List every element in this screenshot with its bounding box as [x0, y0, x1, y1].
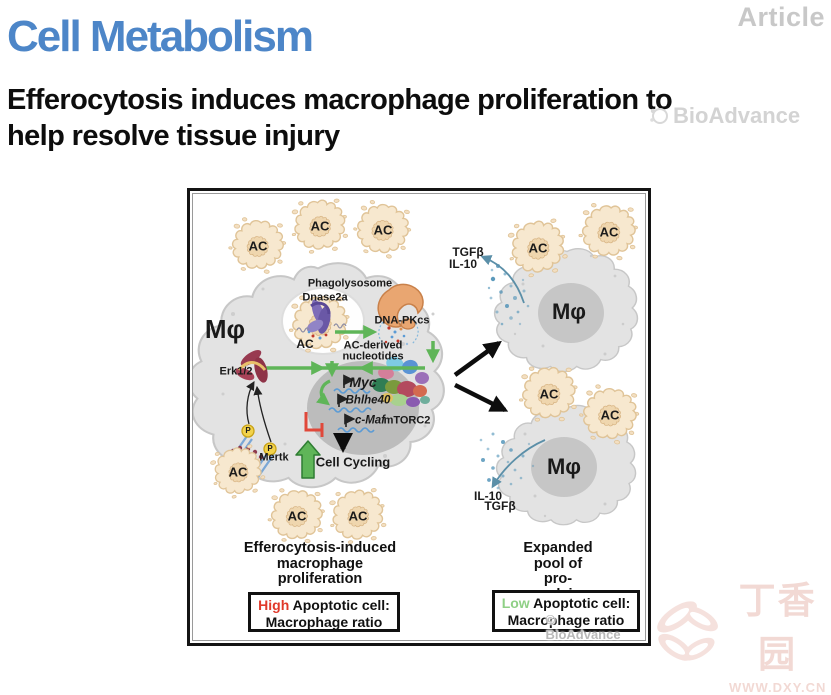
- il10-label-bottom: IL-10: [473, 489, 503, 503]
- cmaf-inhibition-symbol: [304, 412, 324, 437]
- myc-gene-label: Myc: [349, 374, 377, 390]
- dxy-name: 丁香园: [738, 580, 817, 675]
- low-word: Low: [501, 595, 530, 611]
- erk-protein: [235, 349, 268, 383]
- mtorc2-label: mTORC2: [383, 414, 431, 427]
- phospho-circle-2: [263, 442, 277, 456]
- gene-activation-arrow: [315, 379, 331, 406]
- graphical-abstract: Mφ AC AC AC AC AC AC AC AC AC AC AC Phag…: [187, 188, 651, 646]
- ac-derived-label-2: nucleotides: [342, 350, 404, 363]
- mertk-label: Mertk: [259, 451, 289, 464]
- dna-pkcs-protein: [377, 283, 424, 346]
- dnase2a-protein: [306, 299, 331, 334]
- secretion-arrow-top: [480, 255, 525, 304]
- caption-right-line1: Expanded pool of: [523, 540, 593, 572]
- cmaf-promoter-arrow: [344, 413, 356, 427]
- bioadvance-figure-watermark: © BioAdvance: [545, 612, 621, 642]
- ac-cell-label: AC: [348, 508, 368, 524]
- dna-squiggle-right: [333, 323, 347, 329]
- figure-drawing: [193, 194, 645, 640]
- macrophage-main: [193, 262, 445, 489]
- dxy-watermark: 丁香园 WWW.DXY.CN: [652, 570, 830, 695]
- ac-cell-label: AC: [528, 240, 548, 256]
- caption-left-line2: macrophage: [276, 555, 364, 572]
- proliferation-arrow-top: [453, 340, 502, 377]
- il10-label-top: IL-10: [448, 257, 478, 271]
- bhlhe40-promoter-arrow: [337, 393, 349, 407]
- ac-cell-label: AC: [287, 508, 307, 524]
- cytokine-dots-bottom: [479, 432, 535, 490]
- phospho-label-1: P: [245, 426, 251, 435]
- erk-label: Erk1/2: [219, 365, 253, 378]
- dxy-clover-icon: [657, 600, 718, 661]
- tgfb-label-top: TGFβ: [452, 245, 484, 259]
- gene-dna-squiggles: [328, 388, 375, 433]
- phagolysosome-label: Phagolysosome: [307, 277, 393, 290]
- cell-cycling-up-arrow: [295, 440, 321, 479]
- ratio-text: Macrophage ratio: [507, 612, 625, 628]
- tgfb-label-bottom: TGFβ: [484, 499, 516, 513]
- mphi-label-bottom-right: Mφ: [546, 454, 582, 479]
- title-line-1: Efferocytosis induces macrophage prolife…: [7, 84, 673, 116]
- high-ratio-box: High Apoptotic cell: Macrophage ratio: [248, 592, 400, 632]
- ac-cell-label: AC: [373, 222, 393, 238]
- bhlhe40-gene-label: Bhlhe40: [345, 394, 391, 407]
- caption-left-line3: proliferation: [277, 571, 363, 587]
- ac-cell-label: AC: [539, 386, 559, 402]
- bioadvance-watermark: BioAdvance: [648, 103, 800, 129]
- phagolysosome-vesicle: [281, 287, 365, 355]
- low-ratio-box: Low Apoptotic cell: Macrophage ratio: [492, 590, 640, 632]
- nucleotide-dots: [384, 326, 409, 346]
- dna-pkcs-label: DNA-PKcs: [374, 314, 430, 327]
- ac-cell-label: AC: [600, 407, 620, 423]
- caption-left: Efferocytosis-induced macrophage prolife…: [243, 540, 397, 588]
- ac-engulfed-label: AC: [296, 337, 314, 351]
- macrophage-top-right: [493, 247, 639, 373]
- dna-fragment-dots: [307, 330, 328, 340]
- secretion-arrow-bottom: [491, 439, 546, 489]
- cell-cycling-label: Cell Cycling: [315, 454, 391, 470]
- apoptotic-text: Apoptotic cell:: [292, 597, 390, 613]
- bioadvance-logo-icon: [650, 108, 668, 124]
- figure-inner-border: Mφ AC AC AC AC AC AC AC AC AC AC AC Phag…: [192, 193, 646, 642]
- dxy-url: WWW.DXY.CN: [728, 680, 827, 695]
- phospho-label-2: P: [267, 444, 273, 453]
- article-tag: Article: [737, 2, 825, 32]
- title-line-2: help resolve tissue injury: [7, 120, 340, 152]
- ac-cell-label: AC: [310, 218, 330, 234]
- high-word: High: [258, 597, 290, 613]
- proliferation-arrow-bottom: [453, 382, 509, 413]
- figure-canvas: Mφ AC AC AC AC AC AC AC AC AC AC AC Phag…: [193, 194, 645, 642]
- ac-cell-label: AC: [228, 464, 248, 480]
- ac-cell-label: AC: [599, 224, 619, 240]
- caption-left-line1: Efferocytosis-induced: [243, 540, 397, 556]
- ac-derived-label-1: AC-derived: [343, 339, 403, 352]
- bioadvance-label: BioAdvance: [673, 103, 801, 128]
- cmaf-gene-label: c-Maf: [354, 414, 386, 427]
- myc-promoter-arrow: [343, 374, 355, 388]
- ac-cell-label: AC: [248, 238, 268, 254]
- mphi-label-main: Mφ: [204, 314, 246, 344]
- paper-title: Efferocytosis induces macrophage prolife…: [7, 82, 673, 154]
- journal-logo: Cell Metabolism: [7, 12, 314, 61]
- ratio-text: Macrophage ratio: [265, 614, 383, 630]
- mphi-label-top-right: Mφ: [551, 299, 587, 324]
- page: { "header": { "article_tag": "Article", …: [7, 2, 826, 695]
- apoptotic-text: Apoptotic cell:: [533, 595, 631, 611]
- dnase2a-label: Dnase2a: [302, 291, 348, 304]
- dna-squiggle-left: [296, 327, 310, 333]
- phospho-circle-1: [241, 424, 255, 438]
